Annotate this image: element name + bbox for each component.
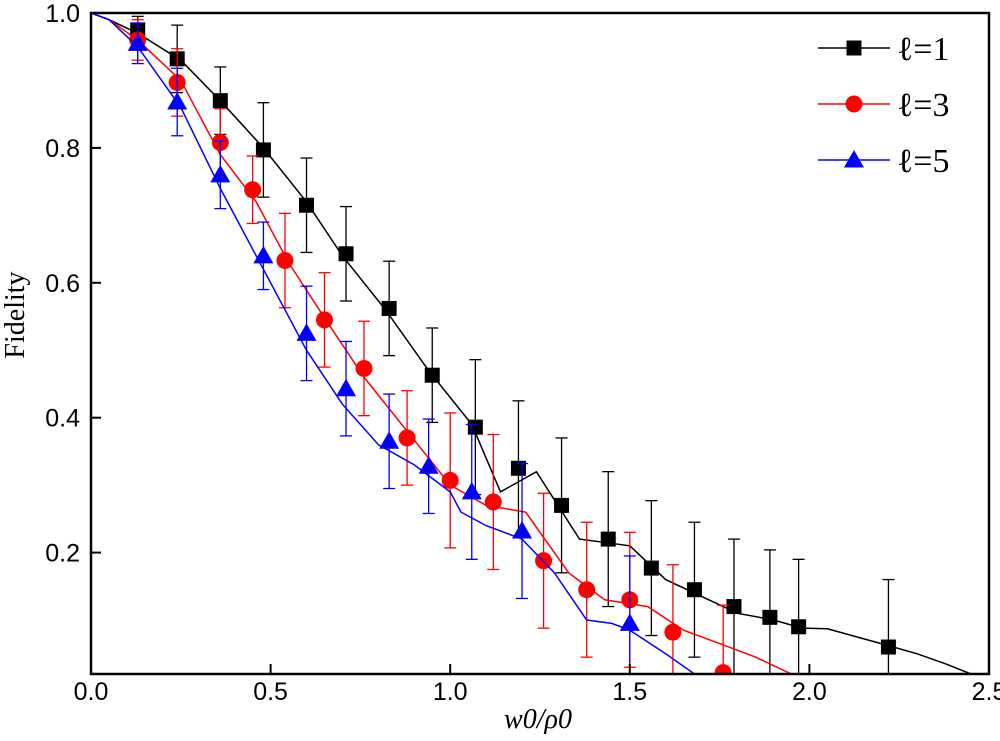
y-tick-label: 0.6 bbox=[45, 270, 80, 298]
x-tick-label: 2.5 bbox=[972, 678, 1000, 706]
data-point bbox=[381, 300, 397, 316]
data-point bbox=[336, 378, 357, 397]
data-point bbox=[461, 481, 482, 500]
legend-marker bbox=[844, 150, 864, 168]
data-point bbox=[441, 471, 459, 489]
data-point bbox=[379, 431, 400, 449]
data-point bbox=[212, 93, 228, 109]
y-tick-label: 0.8 bbox=[45, 135, 80, 163]
x-tick-label: 2.0 bbox=[792, 678, 827, 706]
data-point bbox=[643, 560, 659, 576]
series-line bbox=[91, 13, 972, 674]
legend-label: ℓ=3 bbox=[897, 87, 949, 124]
legend-label: ℓ=1 bbox=[897, 31, 949, 68]
data-point bbox=[244, 181, 262, 199]
data-point bbox=[600, 531, 616, 547]
data-point bbox=[512, 521, 533, 539]
data-point bbox=[424, 367, 440, 383]
data-point bbox=[686, 582, 702, 598]
series-line bbox=[91, 13, 695, 674]
data-point bbox=[664, 623, 682, 641]
data-point bbox=[355, 359, 373, 377]
data-point bbox=[726, 599, 742, 615]
legend-label: ℓ=5 bbox=[897, 143, 949, 180]
data-point bbox=[338, 246, 354, 262]
tick-layer: 0.0 0.5 1.0 1.5 2.0 2.5 0.2 0.4 0.6 0.8 1.0 bbox=[45, 0, 1000, 706]
series-3 bbox=[91, 13, 695, 674]
x-tick-label: 0.0 bbox=[74, 678, 109, 706]
data-point bbox=[315, 311, 333, 329]
data-point bbox=[276, 252, 294, 270]
data-point bbox=[762, 609, 778, 625]
data-point bbox=[578, 581, 596, 599]
legend-marker bbox=[845, 95, 863, 113]
data-point bbox=[296, 323, 317, 341]
series-2 bbox=[91, 13, 792, 674]
y-tick-label: 1.0 bbox=[45, 0, 80, 28]
data-point bbox=[255, 142, 271, 158]
data-point bbox=[714, 664, 732, 674]
data-point bbox=[253, 245, 274, 264]
data-point bbox=[167, 92, 188, 110]
y-tick-label: 0.2 bbox=[45, 540, 80, 568]
series-layer bbox=[91, 13, 972, 674]
data-point bbox=[210, 164, 231, 183]
plot-frame bbox=[89, 11, 991, 676]
data-point bbox=[484, 493, 502, 511]
data-point bbox=[418, 456, 439, 474]
data-point bbox=[619, 613, 640, 631]
series-line bbox=[91, 13, 792, 674]
legend-marker bbox=[846, 40, 862, 56]
data-point bbox=[880, 639, 896, 655]
data-point bbox=[398, 429, 416, 447]
x-tick-label: 0.5 bbox=[253, 678, 288, 706]
x-tick-label: 1.0 bbox=[433, 678, 468, 706]
data-point bbox=[467, 419, 483, 435]
y-axis-label: Fidelity bbox=[0, 271, 31, 358]
data-point bbox=[791, 619, 807, 635]
legend: ℓ=1 ℓ=3 ℓ=5 bbox=[818, 31, 949, 180]
data-point bbox=[554, 497, 570, 513]
x-tick-label: 1.5 bbox=[612, 678, 647, 706]
y-tick-label: 0.4 bbox=[45, 405, 80, 433]
data-point bbox=[127, 33, 148, 51]
x-axis-label: w0/ρ0 bbox=[504, 704, 572, 735]
series-1 bbox=[91, 13, 972, 674]
data-point bbox=[299, 197, 315, 213]
